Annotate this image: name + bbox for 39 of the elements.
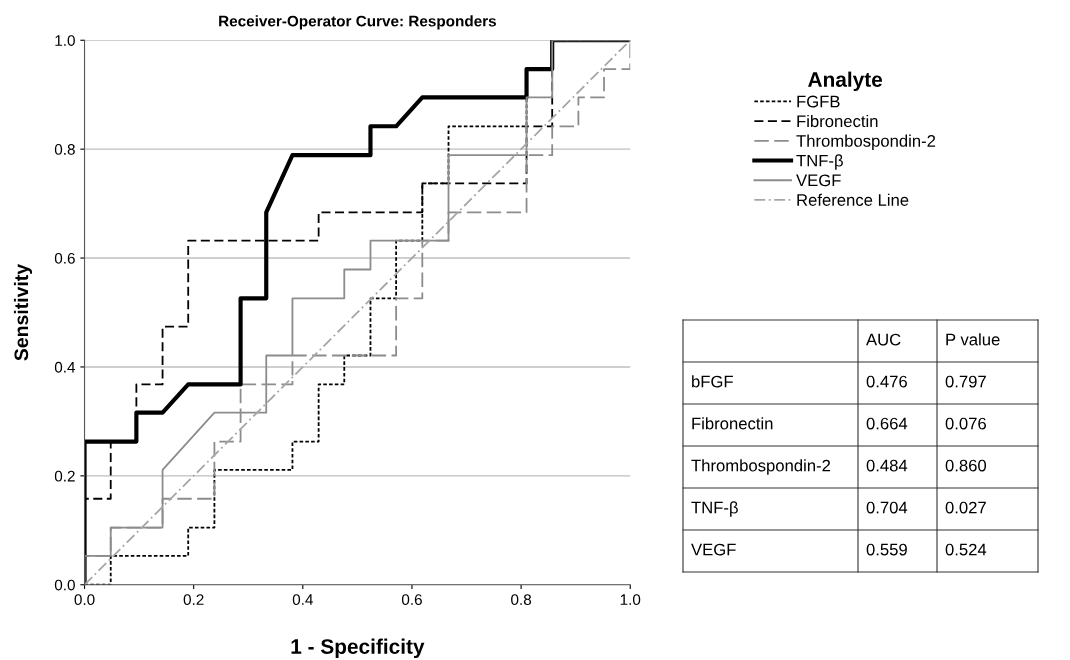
legend-label: Fibronectin	[797, 114, 878, 128]
text: TNF-β	[691, 501, 738, 517]
chart-title: Receiver-Operator Curve: Responders	[219, 15, 497, 30]
text: 0.027	[945, 501, 986, 514]
text: 0.524	[945, 543, 987, 556]
text: P value	[946, 333, 1000, 346]
x-tick-label: 0.0	[74, 594, 95, 606]
y-tick-label: 0.4	[54, 361, 76, 373]
legend-label: Reference Line	[797, 193, 909, 206]
x-tick-label: 0.2	[183, 594, 204, 606]
y-tick-label: 1.0	[55, 35, 75, 46]
text: 0.476	[866, 375, 907, 388]
text: 0.797	[945, 375, 986, 388]
legend-label: VEGF	[796, 174, 841, 187]
text: 0.076	[945, 417, 986, 430]
text: 0.484	[866, 459, 908, 472]
text: bFGF	[692, 375, 733, 388]
text: AUC	[866, 333, 901, 346]
text: 0.559	[866, 543, 907, 556]
text: Thrombospondin-2	[691, 459, 831, 475]
text: 0.664	[866, 417, 908, 430]
legend-label: TNF-β	[796, 154, 843, 170]
y-axis-title: Sensitivity	[13, 263, 33, 361]
x-axis-title: 1 - Specificity	[291, 638, 425, 659]
legend-title: Analyte	[808, 71, 883, 92]
x-tick-label: 0.4	[292, 594, 313, 606]
text: Fibronectin	[692, 417, 773, 430]
y-tick-label: 0.8	[54, 144, 75, 155]
text: 0.860	[945, 459, 987, 472]
y-tick-label: 0.2	[54, 470, 75, 482]
legend-label: FGFB	[797, 95, 840, 108]
y-tick-label: 0.6	[54, 252, 75, 264]
y-tick-label: 0.0	[54, 579, 75, 591]
legend-label: Thrombospondin-2	[796, 134, 936, 151]
text: 0.704	[866, 501, 908, 514]
x-tick-label: 0.6	[401, 594, 422, 606]
x-tick-label: 1.0	[620, 594, 641, 606]
x-tick-label: 0.8	[511, 594, 532, 606]
text: VEGF	[691, 543, 736, 556]
